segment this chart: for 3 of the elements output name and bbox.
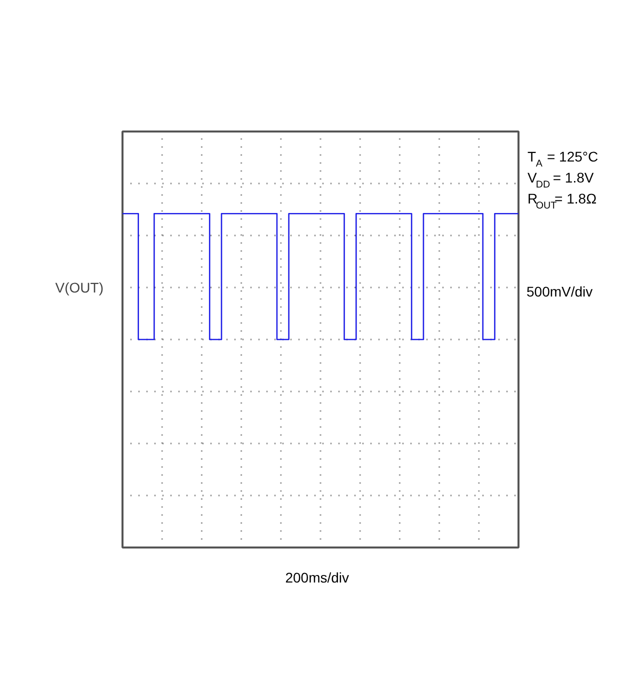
text: 200ms/div xyxy=(285,570,350,586)
y-axis-title: V(OUT) xyxy=(55,280,104,296)
text: 500mV/div xyxy=(526,284,593,300)
